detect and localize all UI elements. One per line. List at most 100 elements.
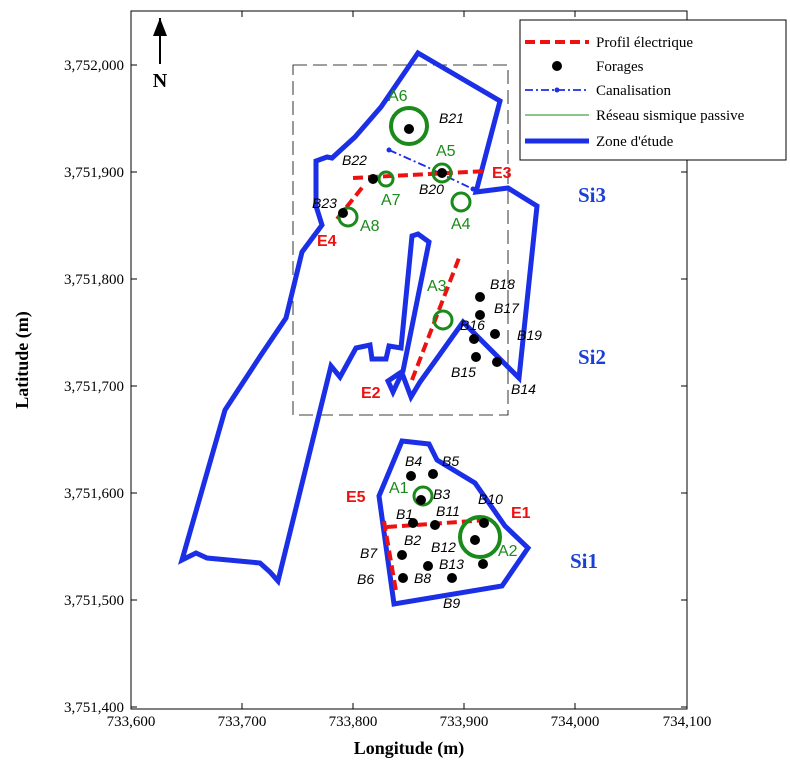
- borehole-label: B11: [436, 503, 460, 519]
- legend-label: Forages: [596, 59, 644, 75]
- station-label: A3: [427, 278, 447, 295]
- station-circle-a4: [450, 191, 472, 213]
- borehole-dot-b13: [423, 561, 433, 571]
- pipeline-node: [386, 147, 392, 153]
- x-tick-marks: [130, 11, 688, 709]
- station-labels: A6 A5 A7 A4 A8 A3 A1 A2: [360, 88, 518, 560]
- north-label: N: [153, 70, 168, 92]
- site-label-si1: Si1: [570, 549, 598, 573]
- pipeline-node: [470, 186, 476, 192]
- profile-line-e5: [382, 520, 398, 592]
- borehole-dot-b10: [479, 518, 489, 528]
- x-tick-label: 733,800: [329, 714, 378, 730]
- station-circle-a8: [337, 206, 359, 228]
- profile-label: E4: [317, 233, 337, 250]
- borehole-label: B1: [396, 506, 413, 522]
- station-circle-a1: [412, 485, 434, 507]
- site-label-si3: Si3: [578, 183, 606, 207]
- zone-polygon-si1: [376, 438, 532, 607]
- borehole-dot-b23: [338, 208, 348, 218]
- x-tick-label: 733,900: [440, 714, 489, 730]
- borehole-label: B9: [443, 595, 460, 611]
- borehole-label: B13: [439, 556, 464, 572]
- x-tick-label: 734,100: [663, 714, 712, 730]
- station-circle-a5: [431, 162, 453, 184]
- borehole-dot-b1: [408, 518, 418, 528]
- borehole-label: B21: [439, 110, 464, 126]
- legend-label: Profil électrique: [596, 35, 693, 51]
- borehole-dot-b6: [398, 573, 408, 583]
- station-circle-a7: [377, 170, 395, 188]
- legend-label: Zone d'étude: [596, 134, 674, 150]
- borehole-dot-b4: [406, 471, 416, 481]
- station-circle-a6: [389, 106, 429, 146]
- borehole-label: B19: [517, 327, 542, 343]
- y-tick-label: 3,751,500: [64, 593, 124, 609]
- north-arrow-icon: N: [153, 18, 168, 92]
- x-axis-title: Longitude (m): [354, 738, 465, 759]
- site-label-si2: Si2: [578, 345, 606, 369]
- borehole-dot-b22: [368, 174, 378, 184]
- black-dot-icon: [552, 61, 562, 71]
- station-label: A5: [436, 143, 456, 160]
- profile-label: E2: [361, 385, 381, 402]
- pipeline: [388, 149, 474, 190]
- borehole-dot-b3: [416, 495, 426, 505]
- borehole-label: B22: [342, 152, 367, 168]
- borehole-label: B7: [360, 545, 378, 561]
- borehole-dot-b16: [469, 334, 479, 344]
- borehole-label: B17: [494, 300, 520, 316]
- station-label: A8: [360, 218, 380, 235]
- y-tick-label: 3,751,700: [64, 379, 124, 395]
- borehole-label: B15: [451, 364, 476, 380]
- x-tick-label: 733,600: [107, 714, 156, 730]
- zone-etude: [178, 49, 540, 607]
- seismic-stations: [337, 106, 502, 559]
- profile-label: E1: [511, 505, 531, 522]
- zone-polygon-si3: [178, 49, 540, 587]
- profile-label: E5: [346, 489, 366, 506]
- borehole-label: B18: [490, 276, 515, 292]
- legend-label: Réseau sismique passive: [596, 108, 745, 124]
- borehole-dot-b17: [475, 310, 485, 320]
- y-tick-label: 3,751,800: [64, 272, 124, 288]
- y-tick-label: 3,752,000: [64, 58, 124, 74]
- extent-rectangle: [292, 64, 509, 416]
- borehole-label: B3: [433, 486, 450, 502]
- y-tick-labels: 3,751,400 3,751,500 3,751,600 3,751,700 …: [64, 58, 124, 716]
- x-tick-label: 734,000: [551, 714, 600, 730]
- borehole-dot-b15: [471, 352, 481, 362]
- station-label: A6: [388, 88, 408, 105]
- legend-label: Canalisation: [596, 83, 671, 99]
- borehole-dot-b18: [475, 292, 485, 302]
- borehole-label: B5: [442, 453, 459, 469]
- y-tick-marks: [131, 64, 687, 708]
- borehole-dot-b2-anchor: [470, 535, 480, 545]
- borehole-label: B12: [431, 539, 456, 555]
- borehole-dot-b14: [492, 357, 502, 367]
- profile-label: E3: [492, 165, 512, 182]
- boreholes: [338, 124, 502, 583]
- borehole-label: B14: [511, 381, 536, 397]
- y-axis-title: Latitude (m): [12, 311, 33, 409]
- site-labels: Si3 Si2 Si1: [570, 183, 606, 573]
- borehole-dot-b11: [430, 520, 440, 530]
- station-circle-a3: [432, 309, 454, 331]
- pipeline-marker-icon: [554, 87, 560, 93]
- station-label: A4: [451, 216, 471, 233]
- station-circle-a2: [458, 515, 502, 559]
- borehole-labels: B21 B22 B20 B23 B18 B17 B16 B19 B15 B14 …: [312, 110, 542, 611]
- borehole-dot-b19: [490, 329, 500, 339]
- borehole-dot-b21: [404, 124, 414, 134]
- borehole-dot-b9: [447, 573, 457, 583]
- borehole-label: B8: [414, 570, 431, 586]
- borehole-label: B10: [478, 491, 503, 507]
- x-tick-label: 733,700: [218, 714, 267, 730]
- y-tick-label: 3,751,900: [64, 165, 124, 181]
- station-label: A2: [498, 543, 518, 560]
- borehole-dot-b5: [428, 469, 438, 479]
- profile-labels: E3 E4 E2 E5 E1: [317, 165, 531, 522]
- legend: Profil électrique Forages Canalisation R…: [519, 19, 787, 161]
- x-tick-labels: 733,600 733,700 733,800 733,900 734,000 …: [107, 714, 712, 730]
